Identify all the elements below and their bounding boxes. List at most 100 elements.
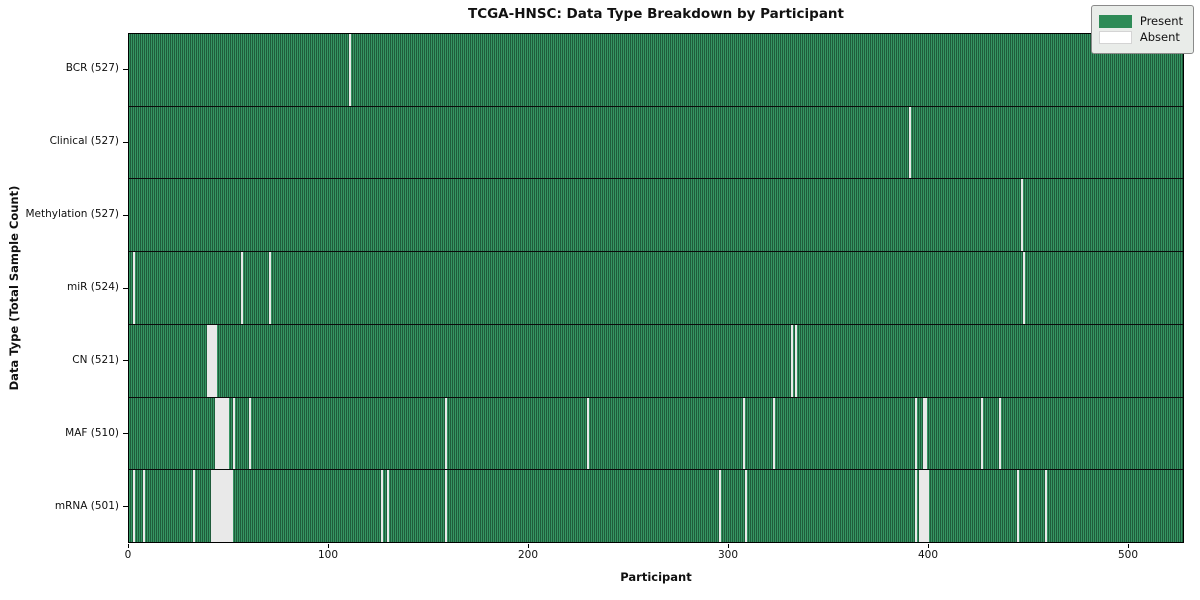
x-tick-label: 100: [317, 549, 339, 561]
y-tick-mark: [123, 68, 128, 70]
legend-entry-absent: Absent: [1098, 29, 1183, 44]
legend-entry-present: Present: [1098, 13, 1183, 28]
absent-mark: [1021, 179, 1023, 252]
chart-title: TCGA-HNSC: Data Type Breakdown by Partic…: [467, 6, 844, 22]
x-tick-mark: [727, 544, 729, 548]
absent-mark: [213, 470, 215, 543]
absent-mark: [221, 397, 223, 470]
absent-mark: [587, 397, 589, 470]
absent-mark: [209, 324, 211, 397]
y-tick-label-mrna: mRNA (501): [54, 499, 119, 512]
x-tick-label: 400: [917, 549, 939, 561]
absent-mark: [795, 324, 797, 397]
absent-mark: [225, 397, 227, 470]
absent-mark: [349, 34, 351, 106]
legend-absent-label: Absent: [1139, 29, 1180, 44]
y-tick-mark: [123, 141, 128, 143]
absent-mark: [921, 470, 923, 543]
absent-mark: [249, 397, 251, 470]
y-tick-mark: [123, 506, 128, 508]
absent-mark: [743, 397, 745, 470]
absent-mark: [387, 470, 389, 543]
x-tick-label: 300: [717, 549, 739, 561]
plot-area: [128, 33, 1184, 543]
x-axis-label: Participant: [620, 570, 692, 584]
x-tick-label: 0: [124, 549, 132, 561]
absent-mark: [215, 470, 217, 543]
heatmap-row-mrna: [129, 470, 1183, 543]
heatmap-row-methylation: [129, 179, 1183, 253]
absent-mark: [1017, 470, 1019, 543]
absent-mark: [1045, 470, 1047, 543]
absent-mark: [225, 470, 227, 543]
heatmap-row-clinical: [129, 106, 1183, 180]
absent-mark: [227, 397, 229, 470]
absent-mark: [915, 397, 917, 470]
heatmap-row-bcr: [129, 34, 1183, 107]
absent-mark: [981, 397, 983, 470]
absent-mark: [999, 397, 1001, 470]
absent-mark: [207, 324, 209, 397]
absent-mark: [445, 470, 447, 543]
absent-mark: [233, 397, 235, 470]
absent-mark: [193, 470, 195, 543]
absent-mark: [229, 470, 231, 543]
absent-mark: [445, 397, 447, 470]
absent-mark: [219, 470, 221, 543]
y-tick-label-cn: CN (521): [72, 353, 119, 366]
absent-mark: [381, 470, 383, 543]
absent-mark: [215, 324, 217, 397]
absent-mark: [219, 397, 221, 470]
absent-mark: [217, 470, 219, 543]
absent-mark: [231, 470, 233, 543]
y-tick-mark: [123, 287, 128, 289]
y-tick-mark: [123, 433, 128, 435]
y-tick-label-bcr: BCR (527): [65, 62, 119, 75]
absent-mark: [133, 252, 135, 324]
absent-mark: [143, 470, 145, 543]
absent-mark: [241, 252, 243, 324]
y-tick-mark: [123, 360, 128, 362]
x-tick-label: 200: [517, 549, 539, 561]
x-tick-mark: [327, 544, 329, 548]
heatmap-row-mir: [129, 252, 1183, 325]
absent-mark: [227, 470, 229, 543]
absent-mark: [217, 397, 219, 470]
absent-mark: [215, 397, 217, 470]
heatmap-row-maf: [129, 397, 1183, 471]
x-tick-mark: [527, 544, 529, 548]
absent-mark: [719, 470, 721, 543]
absent-mark: [927, 470, 929, 543]
x-tick-label: 500: [1117, 549, 1139, 561]
absent-swatch-icon: [1098, 31, 1132, 44]
x-tick-mark: [127, 544, 129, 548]
absent-mark: [915, 470, 917, 543]
absent-mark: [223, 470, 225, 543]
absent-mark: [923, 470, 925, 543]
absent-mark: [133, 470, 135, 543]
present-swatch-icon: [1098, 15, 1132, 28]
absent-mark: [211, 470, 213, 543]
y-tick-label-methylation: Methylation (527): [25, 208, 119, 221]
absent-mark: [269, 252, 271, 324]
absent-mark: [211, 324, 213, 397]
absent-mark: [223, 397, 225, 470]
x-tick-mark: [927, 544, 929, 548]
absent-mark: [773, 397, 775, 470]
legend-present-label: Present: [1139, 13, 1183, 28]
absent-mark: [925, 470, 927, 543]
y-tick-mark: [123, 214, 128, 216]
absent-mark: [909, 106, 911, 179]
y-tick-label-clinical: Clinical (527): [49, 135, 119, 148]
absent-mark: [925, 397, 927, 470]
y-tick-label-mir: miR (524): [66, 281, 119, 293]
legend: Present Absent: [1090, 5, 1194, 54]
absent-mark: [221, 470, 223, 543]
y-tick-label-maf: MAF (510): [65, 426, 119, 439]
x-tick-mark: [1127, 544, 1129, 548]
absent-mark: [923, 397, 925, 470]
absent-mark: [919, 470, 921, 543]
absent-mark: [213, 324, 215, 397]
absent-mark: [791, 324, 793, 397]
